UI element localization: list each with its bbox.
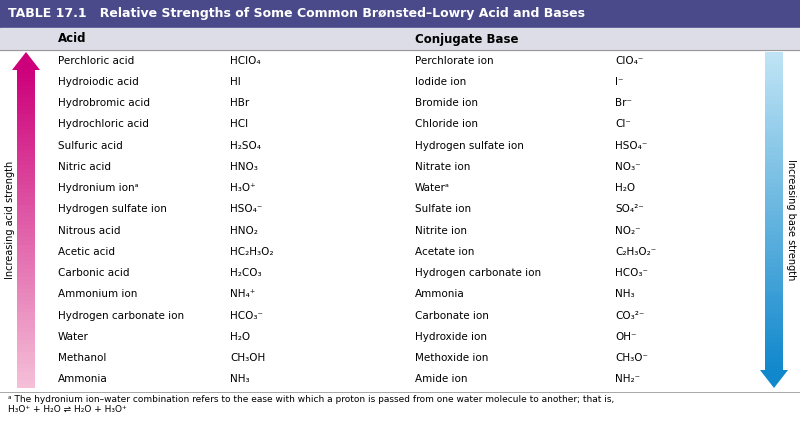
Text: Increasing acid strength: Increasing acid strength [5, 161, 15, 279]
Text: Hydronium ionᵃ: Hydronium ionᵃ [58, 183, 138, 193]
Text: CO₃²⁻: CO₃²⁻ [615, 311, 644, 321]
Text: Ammonia: Ammonia [58, 374, 108, 385]
Text: Perchloric acid: Perchloric acid [58, 56, 134, 66]
Text: H₃O⁺ + H₂O ⇌ H₂O + H₃O⁺: H₃O⁺ + H₂O ⇌ H₂O + H₃O⁺ [8, 405, 126, 414]
Text: CH₃OH: CH₃OH [230, 353, 266, 363]
Text: HNO₂: HNO₂ [230, 226, 258, 236]
Bar [0, 28, 800, 50]
Text: Hydrogen carbonate ion: Hydrogen carbonate ion [58, 311, 184, 321]
Text: HI: HI [230, 77, 241, 87]
Text: Hydrochloric acid: Hydrochloric acid [58, 120, 149, 129]
Text: Ammonium ion: Ammonium ion [58, 290, 138, 300]
Text: Ammonia: Ammonia [415, 290, 465, 300]
Text: Sulfuric acid: Sulfuric acid [58, 141, 122, 151]
Text: OH⁻: OH⁻ [615, 332, 637, 342]
Text: CH₃O⁻: CH₃O⁻ [615, 353, 648, 363]
Text: NH₂⁻: NH₂⁻ [615, 374, 640, 385]
Polygon shape [760, 370, 788, 388]
Text: Acid: Acid [58, 32, 86, 46]
Text: ᵃ The hydronium ion–water combination refers to the ease with which a proton is : ᵃ The hydronium ion–water combination re… [8, 395, 614, 404]
Text: Carbonate ion: Carbonate ion [415, 311, 489, 321]
Text: Acetic acid: Acetic acid [58, 247, 115, 257]
Text: Nitrate ion: Nitrate ion [415, 162, 470, 172]
Text: I⁻: I⁻ [615, 77, 623, 87]
Text: Hydrogen sulfate ion: Hydrogen sulfate ion [415, 141, 524, 151]
Text: H₃O⁺: H₃O⁺ [230, 183, 256, 193]
Text: HSO₄⁻: HSO₄⁻ [230, 205, 262, 214]
Text: Hydrogen sulfate ion: Hydrogen sulfate ion [58, 205, 167, 214]
Bar [0, 0, 800, 28]
Text: TABLE 17.1   Relative Strengths of Some Common Brønsted–Lowry Acid and Bases: TABLE 17.1 Relative Strengths of Some Co… [8, 7, 585, 21]
Text: HC₂H₃O₂: HC₂H₃O₂ [230, 247, 274, 257]
Text: H₂O: H₂O [230, 332, 250, 342]
Text: NH₃: NH₃ [615, 290, 634, 300]
Text: ClO₄⁻: ClO₄⁻ [615, 56, 643, 66]
Text: NO₃⁻: NO₃⁻ [615, 162, 641, 172]
Text: Br⁻: Br⁻ [615, 98, 632, 108]
Text: HSO₄⁻: HSO₄⁻ [615, 141, 647, 151]
Text: Nitrite ion: Nitrite ion [415, 226, 467, 236]
Text: Hydrobromic acid: Hydrobromic acid [58, 98, 150, 108]
Text: Carbonic acid: Carbonic acid [58, 268, 130, 278]
Text: SO₄²⁻: SO₄²⁻ [615, 205, 644, 214]
Text: H₂O: H₂O [615, 183, 635, 193]
Text: HClO₄: HClO₄ [230, 56, 261, 66]
Text: NH₃: NH₃ [230, 374, 250, 385]
Text: Nitrous acid: Nitrous acid [58, 226, 121, 236]
Text: HCO₃⁻: HCO₃⁻ [615, 268, 648, 278]
Text: Methanol: Methanol [58, 353, 106, 363]
Text: Perchlorate ion: Perchlorate ion [415, 56, 494, 66]
Text: NH₄⁺: NH₄⁺ [230, 290, 255, 300]
Text: H₂SO₄: H₂SO₄ [230, 141, 261, 151]
Text: Increasing base strength: Increasing base strength [786, 159, 796, 281]
Text: Cl⁻: Cl⁻ [615, 120, 631, 129]
Text: Conjugate Base: Conjugate Base [415, 32, 518, 46]
Text: Chloride ion: Chloride ion [415, 120, 478, 129]
Text: Hydroiodic acid: Hydroiodic acid [58, 77, 138, 87]
Text: Iodide ion: Iodide ion [415, 77, 466, 87]
Text: Hydroxide ion: Hydroxide ion [415, 332, 487, 342]
Text: Waterᵃ: Waterᵃ [415, 183, 450, 193]
Text: H₂CO₃: H₂CO₃ [230, 268, 262, 278]
Text: NO₂⁻: NO₂⁻ [615, 226, 641, 236]
Text: HCO₃⁻: HCO₃⁻ [230, 311, 263, 321]
Polygon shape [12, 52, 40, 70]
Text: Sulfate ion: Sulfate ion [415, 205, 471, 214]
Text: Water: Water [58, 332, 89, 342]
Text: Nitric acid: Nitric acid [58, 162, 111, 172]
Text: Acetate ion: Acetate ion [415, 247, 474, 257]
Text: HBr: HBr [230, 98, 250, 108]
Text: HCl: HCl [230, 120, 248, 129]
Text: C₂H₃O₂⁻: C₂H₃O₂⁻ [615, 247, 656, 257]
Text: HNO₃: HNO₃ [230, 162, 258, 172]
Text: Bromide ion: Bromide ion [415, 98, 478, 108]
Text: Amide ion: Amide ion [415, 374, 467, 385]
Text: Methoxide ion: Methoxide ion [415, 353, 488, 363]
Text: Hydrogen carbonate ion: Hydrogen carbonate ion [415, 268, 541, 278]
